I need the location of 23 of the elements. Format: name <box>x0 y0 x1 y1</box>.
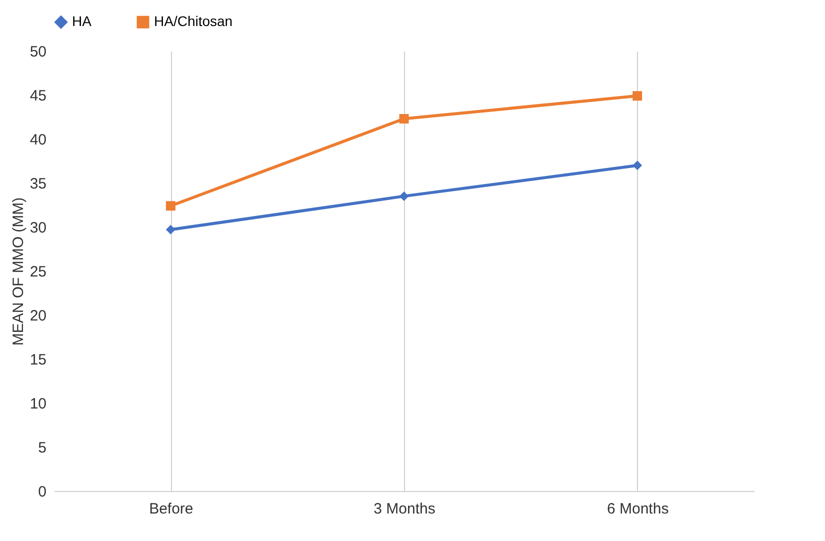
point <box>399 191 409 201</box>
point <box>632 160 642 170</box>
y-tick-label: 35 <box>30 176 46 192</box>
y-tick-label: 40 <box>30 132 46 148</box>
legend-label: HA/Chitosan <box>154 13 233 30</box>
point <box>166 224 176 234</box>
point <box>166 201 176 211</box>
y-tick-label: 5 <box>38 440 46 456</box>
y-tick-label: 25 <box>30 264 46 280</box>
legend-label: HA <box>72 13 92 30</box>
y-axis-title: MEAN OF MMO (MM) <box>10 197 27 346</box>
point <box>399 114 409 124</box>
x-tick-label: 3 Months <box>374 500 436 518</box>
y-tick-label: 45 <box>30 88 46 104</box>
y-tick-label: 0 <box>38 484 46 500</box>
y-tick-label: 15 <box>30 352 46 368</box>
y-tick-label: 50 <box>30 44 46 60</box>
y-tick-label: 30 <box>30 220 46 236</box>
x-tick-label: Before <box>149 500 194 518</box>
point <box>632 91 642 101</box>
y-tick-label: 10 <box>30 396 46 412</box>
x-tick-label: 6 Months <box>606 500 669 518</box>
y-tick-label: 20 <box>30 308 46 324</box>
